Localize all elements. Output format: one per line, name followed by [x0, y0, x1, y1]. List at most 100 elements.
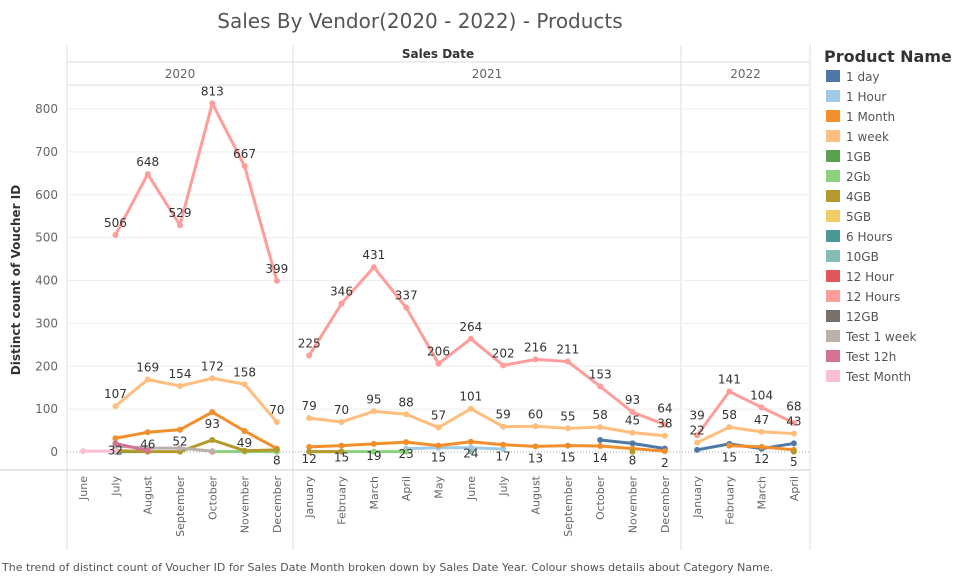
x-tick-label: March: [368, 476, 381, 510]
x-tick-label: February: [723, 476, 736, 525]
legend-label: 12 Hour: [846, 270, 894, 284]
data-label: 93: [205, 417, 220, 431]
legend-item[interactable]: Test 12h: [826, 350, 896, 364]
legend-item[interactable]: 2Gb: [826, 170, 871, 184]
legend-item[interactable]: 4GB: [826, 190, 871, 204]
data-label: 57: [431, 409, 446, 423]
legend-swatch: [826, 210, 840, 222]
legend-item[interactable]: Test Month: [826, 370, 911, 384]
x-tick-label: November: [239, 476, 252, 534]
chart-caption: The trend of distinct count of Voucher I…: [1, 561, 773, 574]
legend-swatch: [826, 370, 840, 382]
series-test-12h: [112, 440, 151, 454]
y-tick-label: 400: [35, 274, 58, 288]
legend-label: 1 Month: [846, 110, 895, 124]
x-tick-label: September: [174, 476, 187, 537]
data-point[interactable]: [790, 448, 797, 455]
data-label: 60: [528, 407, 543, 421]
legend-swatch: [826, 330, 840, 342]
legend-item[interactable]: 5GB: [826, 210, 871, 224]
legend-item[interactable]: Test 1 week: [826, 330, 916, 344]
data-label: 211: [556, 343, 579, 357]
legend-item[interactable]: 1GB: [826, 150, 871, 164]
series-line: [307, 264, 666, 426]
legend-item[interactable]: 1 Month: [826, 110, 895, 124]
x-tick-label: January: [303, 476, 316, 519]
data-label: 24: [463, 447, 478, 461]
data-label: 13: [528, 451, 543, 465]
data-point[interactable]: [467, 448, 474, 455]
legend-label: 10GB: [846, 250, 879, 264]
data-label: 43: [786, 415, 801, 429]
legend-item[interactable]: 12 Hours: [826, 290, 900, 304]
data-label: 58: [722, 408, 737, 422]
data-label: 68: [786, 400, 801, 414]
legend-swatch: [826, 310, 840, 322]
data-label: 101: [459, 390, 482, 404]
legend-swatch: [826, 250, 840, 262]
x-tick-label: December: [271, 476, 284, 534]
series-1-week: [112, 375, 797, 446]
legend-label: 1 day: [846, 70, 880, 84]
x-tick-label: May: [433, 476, 446, 499]
legend-item[interactable]: 6 Hours: [826, 230, 893, 244]
x-tick-label: August: [142, 475, 155, 514]
data-label: 158: [233, 365, 256, 379]
data-label: 15: [431, 451, 446, 465]
data-point[interactable]: [629, 448, 636, 455]
data-label: 23: [399, 447, 414, 461]
data-label: 55: [560, 409, 575, 423]
data-label: 12: [302, 452, 317, 466]
x-tick-label: January: [691, 476, 704, 519]
legend-item[interactable]: 1 Hour: [826, 90, 886, 104]
year-header: 2021: [472, 67, 503, 81]
data-label: 216: [524, 340, 547, 354]
legend-item[interactable]: 10GB: [826, 250, 879, 264]
x-tick-label: November: [627, 476, 640, 534]
data-label: 107: [104, 387, 127, 401]
data-label: 172: [201, 359, 224, 373]
series-10gb: [467, 448, 474, 455]
legend-label: 6 Hours: [846, 230, 893, 244]
data-label: 346: [330, 285, 353, 299]
legend-item[interactable]: 12 Hour: [826, 270, 894, 284]
series-line: [114, 376, 278, 423]
x-tick-label: September: [562, 476, 575, 537]
data-label: 399: [265, 262, 288, 276]
data-label: 15: [334, 451, 349, 465]
series-line: [308, 406, 665, 438]
y-axis-label: Distinct count of Voucher ID: [9, 185, 23, 375]
x-tick-label: June: [465, 476, 478, 501]
year-header: 2022: [730, 67, 761, 81]
y-tick-label: 800: [35, 102, 58, 116]
legend-label: 1 week: [846, 130, 889, 144]
x-tick-label: March: [756, 476, 769, 510]
data-label: 88: [399, 395, 414, 409]
legend-item[interactable]: 1 day: [826, 70, 880, 84]
data-label: 169: [136, 361, 159, 375]
y-tick-label: 600: [35, 188, 58, 202]
data-label: 95: [366, 392, 381, 406]
data-label: 38: [657, 417, 672, 431]
legend-item[interactable]: 12GB: [826, 310, 879, 324]
series-line: [115, 410, 278, 450]
data-label: 153: [589, 367, 612, 381]
year-header: 2020: [165, 67, 196, 81]
data-label: 22: [689, 424, 704, 438]
data-label: 14: [593, 451, 608, 465]
legend-item[interactable]: 1 week: [826, 130, 889, 144]
legend-label: Test 1 week: [845, 330, 916, 344]
chart-title: Sales By Vendor(2020 - 2022) - Products: [217, 9, 622, 33]
x-tick-label: June: [77, 476, 90, 501]
legend-label: 1 Hour: [846, 90, 886, 104]
legend-title: Product Name: [824, 47, 952, 66]
legend-swatch: [826, 170, 840, 182]
data-label: 104: [750, 388, 773, 402]
series-line: [406, 446, 504, 451]
data-label: 15: [560, 451, 575, 465]
legend-swatch: [826, 290, 840, 302]
legend-swatch: [826, 190, 840, 202]
series-line: [696, 425, 794, 444]
legend-swatch: [826, 270, 840, 282]
data-label: 8: [273, 454, 281, 468]
